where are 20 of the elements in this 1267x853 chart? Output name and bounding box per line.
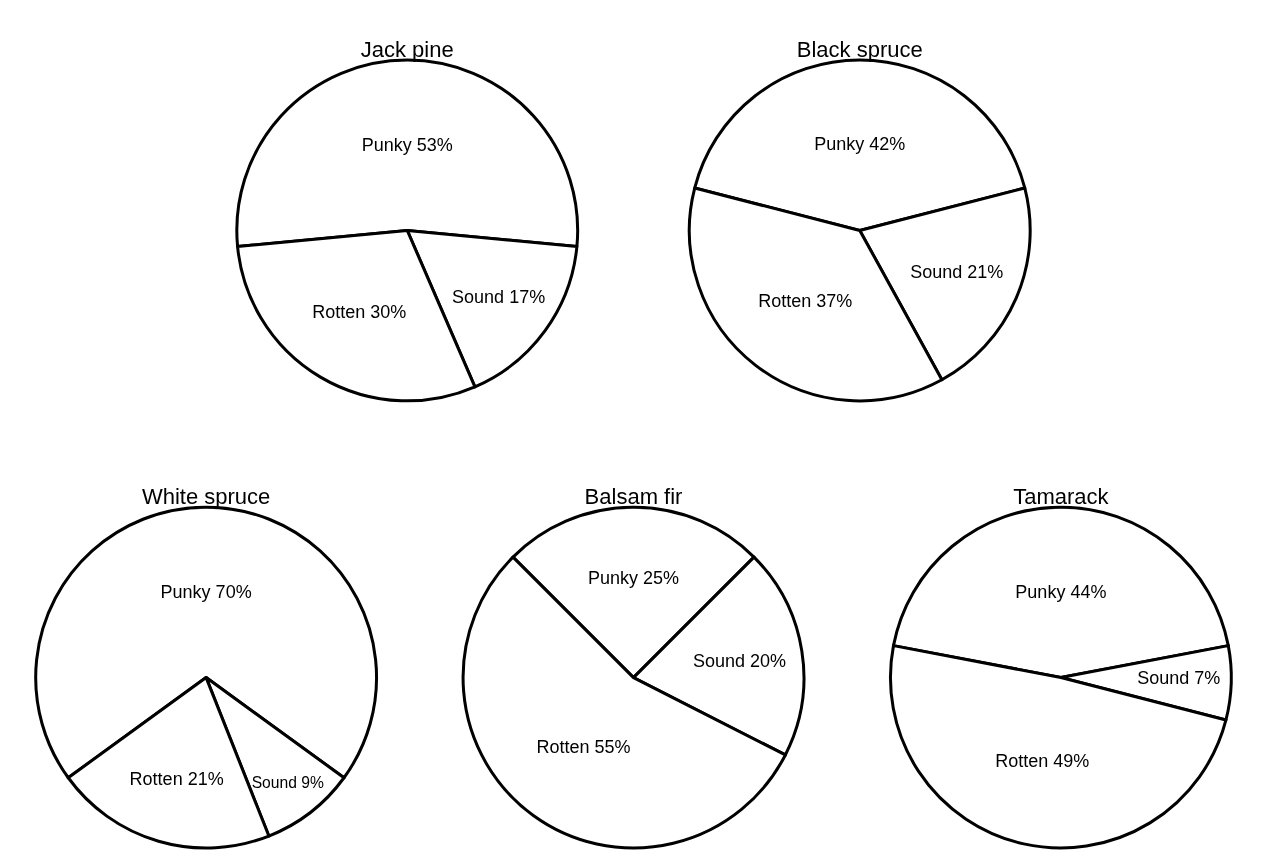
slice-label: Sound 9% (251, 774, 324, 792)
slice-label: Rotten 49% (995, 750, 1090, 771)
slice-label: Rotten 37% (758, 290, 853, 311)
chart-title: Tamarack (1013, 484, 1110, 510)
chart-title: Jack pine (360, 37, 454, 62)
slice-label: Sound 20% (692, 650, 787, 671)
slice-label: Punky 53% (361, 135, 453, 156)
slice-label: Sound 17% (452, 286, 546, 307)
slice-label: Sound 21% (910, 262, 1004, 283)
slice-label: Punky 70% (160, 582, 252, 603)
chart-title: White spruce (141, 484, 271, 510)
slice-label: Punky 42% (814, 133, 906, 154)
slice-label: Rotten 21% (129, 769, 224, 790)
slice-label: Sound 7% (1137, 667, 1221, 688)
chart-title: Black spruce (796, 37, 923, 62)
slice-label: Punky 25% (587, 567, 680, 588)
slice-label: Rotten 55% (536, 736, 631, 757)
chart-title: Balsam fir (584, 484, 683, 510)
slice-label: Rotten 30% (312, 301, 407, 322)
slice-label: Punky 44% (1015, 581, 1107, 602)
